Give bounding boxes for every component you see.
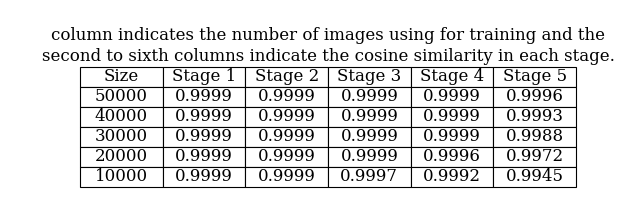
Text: column indicates the number of images using for training and the
second to sixth: column indicates the number of images us… <box>42 27 614 65</box>
